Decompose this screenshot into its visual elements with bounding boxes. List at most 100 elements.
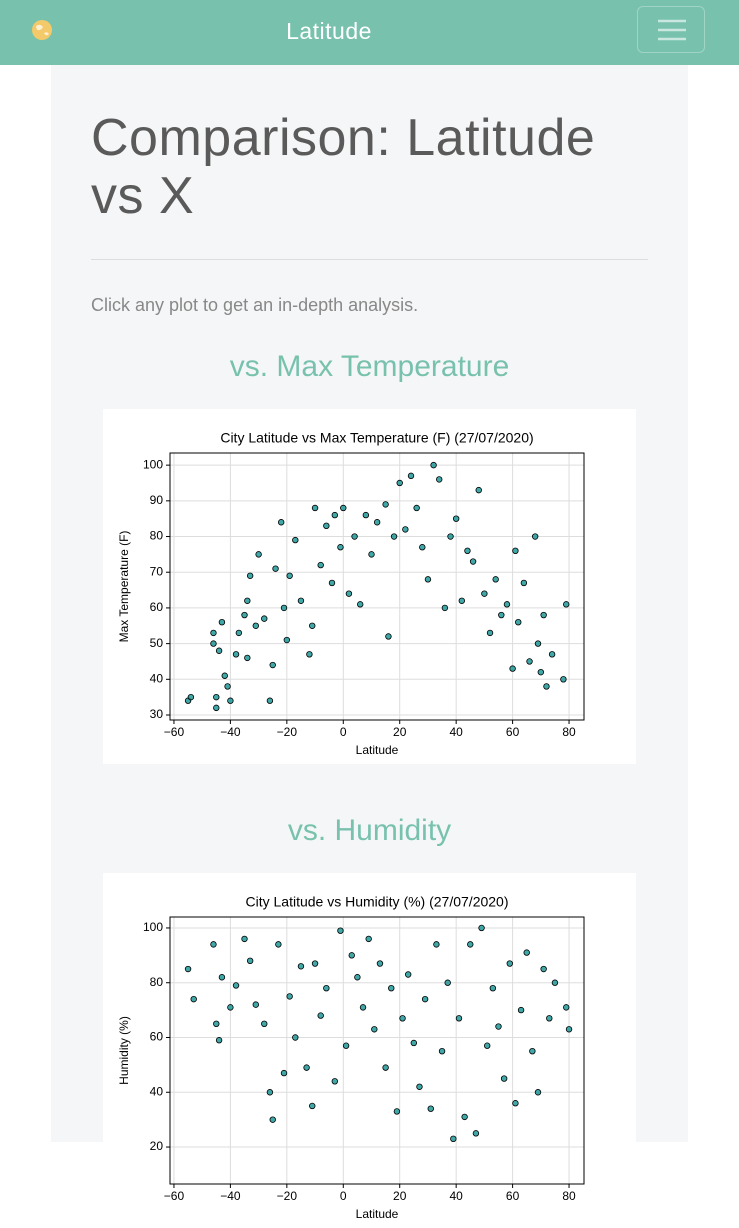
data-point xyxy=(517,1006,525,1014)
data-point xyxy=(213,693,220,701)
content: Comparison: Latitude vs X Click any plot… xyxy=(51,65,688,1228)
data-point xyxy=(484,1042,491,1049)
y-tick-label: 30 xyxy=(150,707,164,721)
data-point xyxy=(430,461,437,469)
data-point xyxy=(255,551,262,558)
section: vs. Humidity City Latitude vs Humidity (%… xyxy=(91,811,648,1228)
scatter-plot[interactable]: City Latitude vs Max Temperature (F) (27… xyxy=(103,409,636,764)
data-point xyxy=(382,501,389,508)
data-point xyxy=(382,1064,389,1071)
data-point xyxy=(529,1047,536,1055)
data-point xyxy=(306,651,313,658)
scatter-plot[interactable]: City Latitude vs Humidity (%) (27/07/202… xyxy=(103,873,636,1228)
y-axis-label: Humidity (%) xyxy=(117,1016,131,1085)
data-point xyxy=(213,1020,220,1027)
data-point xyxy=(373,519,381,526)
data-point xyxy=(563,1004,570,1011)
data-point xyxy=(241,935,248,943)
data-point xyxy=(503,601,511,608)
data-point xyxy=(376,960,384,967)
x-tick-label: 60 xyxy=(506,725,520,739)
x-tick-label: −20 xyxy=(277,1189,298,1203)
x-axis-label: Latitude xyxy=(356,1207,399,1221)
data-point xyxy=(416,1083,423,1090)
x-tick-label: 40 xyxy=(449,1189,463,1203)
x-tick-label: −40 xyxy=(220,725,241,739)
data-point xyxy=(515,618,522,626)
data-point xyxy=(215,1037,223,1044)
data-point xyxy=(227,1004,234,1011)
y-tick-label: 100 xyxy=(143,920,163,934)
y-tick-label: 50 xyxy=(150,636,164,650)
plot-frame xyxy=(169,452,585,721)
data-point xyxy=(461,1113,468,1121)
y-tick-label: 60 xyxy=(150,600,164,614)
data-point xyxy=(261,615,268,622)
data-point xyxy=(241,611,248,619)
data-point xyxy=(331,511,339,519)
data-point xyxy=(210,629,217,637)
data-point xyxy=(342,1042,350,1049)
data-point xyxy=(235,629,243,637)
data-point xyxy=(317,1012,324,1019)
data-point xyxy=(441,604,449,612)
data-point xyxy=(292,536,299,544)
y-axis-label: Max Temperature (F) xyxy=(117,531,131,643)
x-tick-label: 0 xyxy=(340,725,347,739)
data-point xyxy=(390,533,398,540)
data-point xyxy=(452,515,460,522)
data-point xyxy=(563,601,570,608)
x-tick-label: −40 xyxy=(220,1189,241,1203)
data-point xyxy=(486,629,494,637)
chart-title: City Latitude vs Max Temperature (F) (27… xyxy=(220,430,533,446)
data-point xyxy=(362,511,370,519)
data-point xyxy=(266,1089,274,1096)
data-point xyxy=(218,974,226,981)
data-point xyxy=(269,661,276,669)
data-point xyxy=(210,640,217,647)
y-tick-label: 60 xyxy=(150,1030,164,1044)
data-point xyxy=(246,957,254,965)
data-point xyxy=(472,1130,480,1137)
data-point xyxy=(246,572,254,579)
y-tick-label: 90 xyxy=(150,493,164,507)
data-point xyxy=(190,995,197,1003)
data-point xyxy=(458,597,466,604)
data-point xyxy=(506,960,513,967)
data-point xyxy=(489,984,497,992)
data-point xyxy=(537,668,545,676)
y-tick-label: 20 xyxy=(150,1139,164,1153)
data-point xyxy=(455,1015,463,1022)
data-point xyxy=(365,935,372,943)
logo[interactable] xyxy=(30,18,54,42)
data-point xyxy=(450,1135,457,1143)
data-point xyxy=(399,1015,406,1022)
navbar: Latitude xyxy=(0,0,739,65)
data-point xyxy=(371,1026,378,1033)
data-point xyxy=(286,993,293,1000)
brand[interactable]: Latitude xyxy=(286,18,372,44)
data-point xyxy=(311,960,319,967)
x-tick-label: 80 xyxy=(562,725,576,739)
data-point xyxy=(444,979,451,986)
data-point xyxy=(534,1089,542,1096)
data-point xyxy=(354,974,361,981)
x-tick-label: 40 xyxy=(449,725,463,739)
data-point xyxy=(424,576,432,583)
data-point xyxy=(280,604,288,612)
data-point xyxy=(272,565,279,572)
data-point xyxy=(464,547,471,555)
data-point xyxy=(469,558,477,565)
data-point xyxy=(232,651,240,658)
data-point xyxy=(509,665,516,672)
data-point xyxy=(221,672,228,679)
data-point xyxy=(261,1020,268,1027)
y-tick-label: 40 xyxy=(150,1084,164,1098)
data-point xyxy=(331,1078,339,1085)
section: vs. Max Temperature City Latitude vs Max … xyxy=(91,347,648,764)
data-point xyxy=(317,561,324,569)
menu-toggle[interactable] xyxy=(637,6,705,53)
chart-title: City Latitude vs Humidity (%) (27/07/202… xyxy=(246,894,509,910)
x-tick-label: −20 xyxy=(277,725,298,739)
